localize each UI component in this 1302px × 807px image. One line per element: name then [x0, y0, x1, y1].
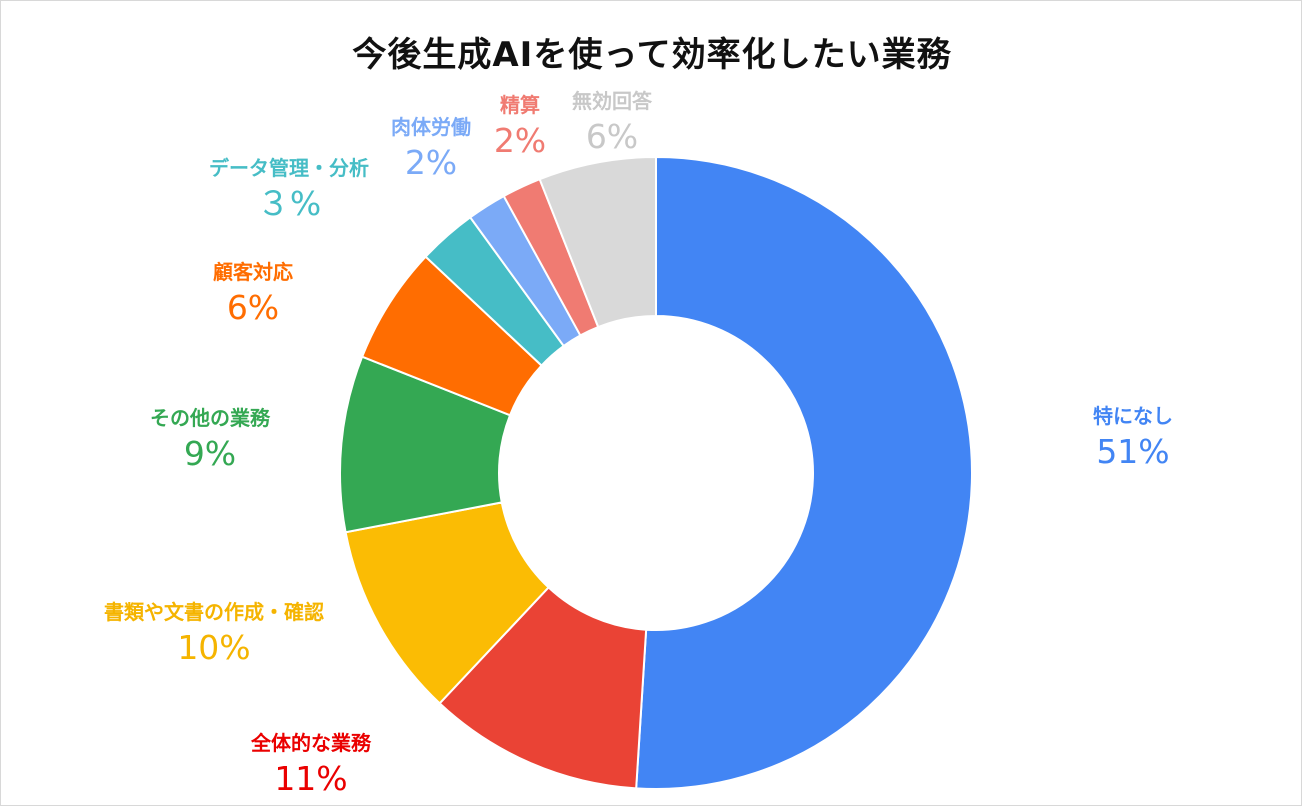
label-name: その他の業務	[150, 406, 270, 430]
label-percent: ３%	[256, 184, 322, 223]
label-percent: 10%	[177, 628, 251, 667]
label-sonota: その他の業務 9%	[40, 408, 380, 470]
slice-8	[538, 155, 657, 329]
label-name: 無効回答	[572, 89, 652, 113]
label-mukou: 無効回答 6%	[442, 91, 782, 153]
label-percent: 2%	[493, 121, 547, 160]
label-data: データ管理・分析 ３%	[119, 158, 459, 220]
slice-0	[635, 155, 973, 790]
label-name: 書類や文書の作成・確認	[104, 600, 324, 624]
label-name: データ管理・分析	[209, 156, 369, 180]
label-name: 顧客対応	[213, 260, 293, 284]
label-name: 精算	[500, 93, 540, 117]
label-percent: 2%	[404, 143, 458, 182]
label-name: 全体的な業務	[251, 731, 371, 755]
chart-title: 今後生成AIを使って効率化したい業務	[352, 35, 952, 75]
label-percent: 6%	[585, 117, 639, 156]
label-nikutai: 肉体労働 2%	[261, 117, 601, 179]
label-percent: 51%	[1096, 432, 1170, 471]
label-zentaiteki: 全体的な業務 11%	[141, 733, 481, 795]
label-kokyaku: 顧客対応 6%	[83, 262, 423, 324]
label-tokuninashi: 特になし 51%	[963, 406, 1302, 468]
label-name: 特になし	[1093, 404, 1173, 428]
label-seisan: 精算 2%	[350, 95, 690, 157]
label-name: 肉体労働	[391, 115, 471, 139]
label-percent: 9%	[183, 434, 237, 473]
label-percent: 6%	[226, 288, 280, 327]
donut-slices	[339, 155, 973, 790]
label-percent: 11%	[274, 759, 348, 798]
label-shorui: 書類や文書の作成・確認 10%	[44, 602, 384, 664]
